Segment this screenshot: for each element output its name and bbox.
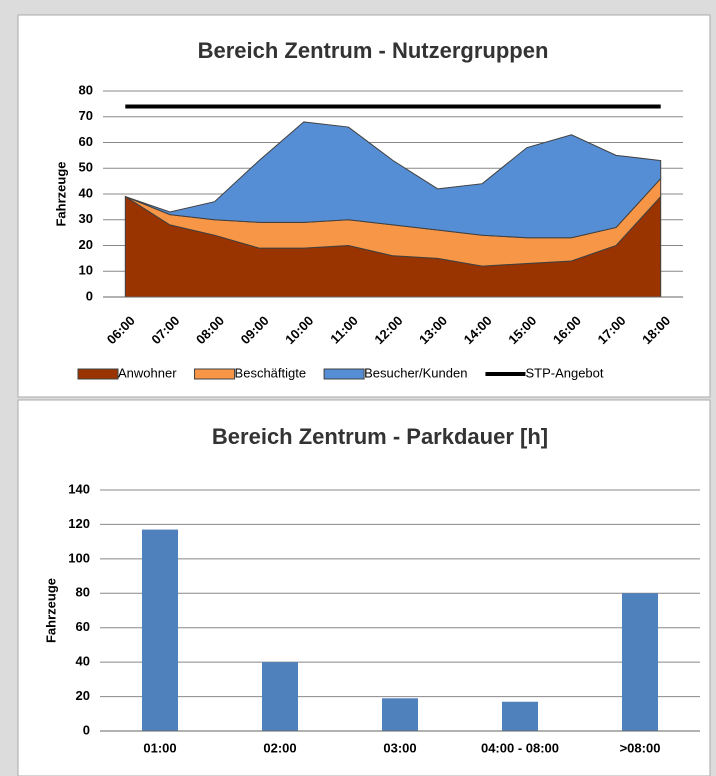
y-tick-label: 40: [76, 654, 90, 669]
bar: [262, 662, 298, 731]
bar: [142, 529, 178, 731]
bar: [622, 593, 658, 731]
x-tick-label: 01:00: [143, 740, 176, 755]
x-tick-label: 04:00 - 08:00: [481, 740, 559, 755]
chart-frame: [17, 399, 711, 776]
y-tick-label: 20: [79, 237, 93, 252]
x-tick-label: 03:00: [383, 740, 416, 755]
y-tick-label: 60: [79, 134, 93, 149]
y-tick-label: 50: [79, 160, 93, 175]
legend-label: Besucher/Kunden: [364, 365, 467, 380]
y-axis-label: Fahrzeuge: [43, 578, 58, 643]
y-tick-label: 40: [79, 185, 93, 200]
chart-title: Bereich Zentrum - Parkdauer [h]: [212, 424, 548, 449]
y-tick-label: 120: [68, 516, 90, 531]
legend-label: Beschäftigte: [235, 365, 307, 380]
bar: [382, 698, 418, 731]
y-tick-label: 10: [79, 263, 93, 278]
y-tick-label: 30: [79, 211, 93, 226]
y-tick-label: 100: [68, 550, 90, 565]
y-tick-label: 70: [79, 108, 93, 123]
y-tick-label: 0: [83, 722, 90, 737]
area-series: [125, 121, 662, 239]
legend-swatch: [194, 368, 236, 380]
chart-title: Bereich Zentrum - Nutzergruppen: [198, 38, 549, 63]
x-tick-label: >08:00: [620, 740, 661, 755]
bar: [502, 701, 538, 731]
y-tick-label: 20: [76, 688, 90, 703]
legend-label: Anwohner: [118, 365, 177, 380]
y-tick-label: 140: [68, 481, 90, 496]
y-tick-label: 0: [86, 288, 93, 303]
y-tick-label: 80: [76, 585, 90, 600]
legend-label: STP-Angebot: [525, 365, 603, 380]
x-tick-label: 02:00: [263, 740, 296, 755]
y-axis-label: Fahrzeuge: [53, 161, 68, 226]
y-tick-label: 80: [79, 82, 93, 97]
legend-swatch: [323, 368, 365, 380]
legend-swatch: [77, 368, 119, 380]
y-tick-label: 60: [76, 619, 90, 634]
